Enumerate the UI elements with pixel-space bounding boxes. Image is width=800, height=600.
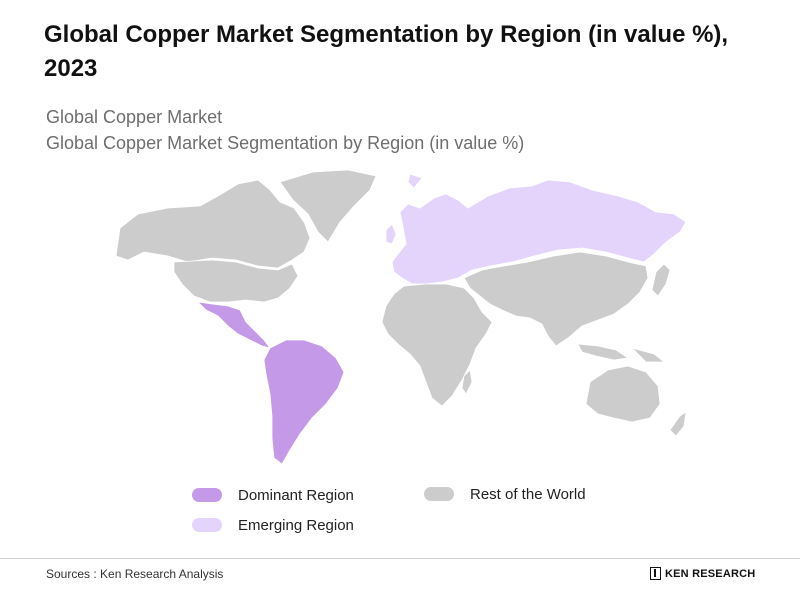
legend-label-dominant: Dominant Region <box>238 486 354 504</box>
footer-divider <box>0 558 800 559</box>
mexico-central-america <box>196 301 271 349</box>
new-zealand <box>669 411 687 437</box>
legend-label-rest: Rest of the World <box>470 485 586 503</box>
legend-item-dominant: Dominant Region <box>192 485 354 505</box>
legend-swatch-rest <box>424 487 454 501</box>
legend-item-emerging: Emerging Region <box>192 515 354 535</box>
europe-russia <box>391 173 687 285</box>
page-title: Global Copper Market Segmentation by Reg… <box>44 21 729 82</box>
japan <box>651 263 671 297</box>
ken-research-logo: KEN RESEARCH <box>650 567 755 580</box>
world-map <box>115 169 687 465</box>
asia-rest <box>463 251 649 347</box>
legend-label-emerging: Emerging Region <box>238 516 354 534</box>
logo-text: KEN RESEARCH <box>665 567 756 580</box>
subtitle-segmentation: Global Copper Market Segmentation by Reg… <box>46 133 525 153</box>
legend-swatch-dominant <box>192 488 222 502</box>
madagascar <box>461 369 473 395</box>
united-kingdom <box>385 223 397 245</box>
source-note: Sources : Ken Research Analysis <box>46 567 224 581</box>
greenland <box>279 169 377 243</box>
united-states <box>173 259 299 303</box>
legend-item-rest: Rest of the World <box>424 484 586 504</box>
south-america <box>263 339 345 465</box>
legend-swatch-emerging <box>192 518 222 532</box>
subtitle-market: Global Copper Market <box>46 107 223 127</box>
africa <box>381 283 493 407</box>
north-america-north <box>115 179 311 269</box>
southeast-asia <box>577 343 666 363</box>
ken-research-logo-icon <box>650 567 661 580</box>
australia <box>585 365 661 423</box>
